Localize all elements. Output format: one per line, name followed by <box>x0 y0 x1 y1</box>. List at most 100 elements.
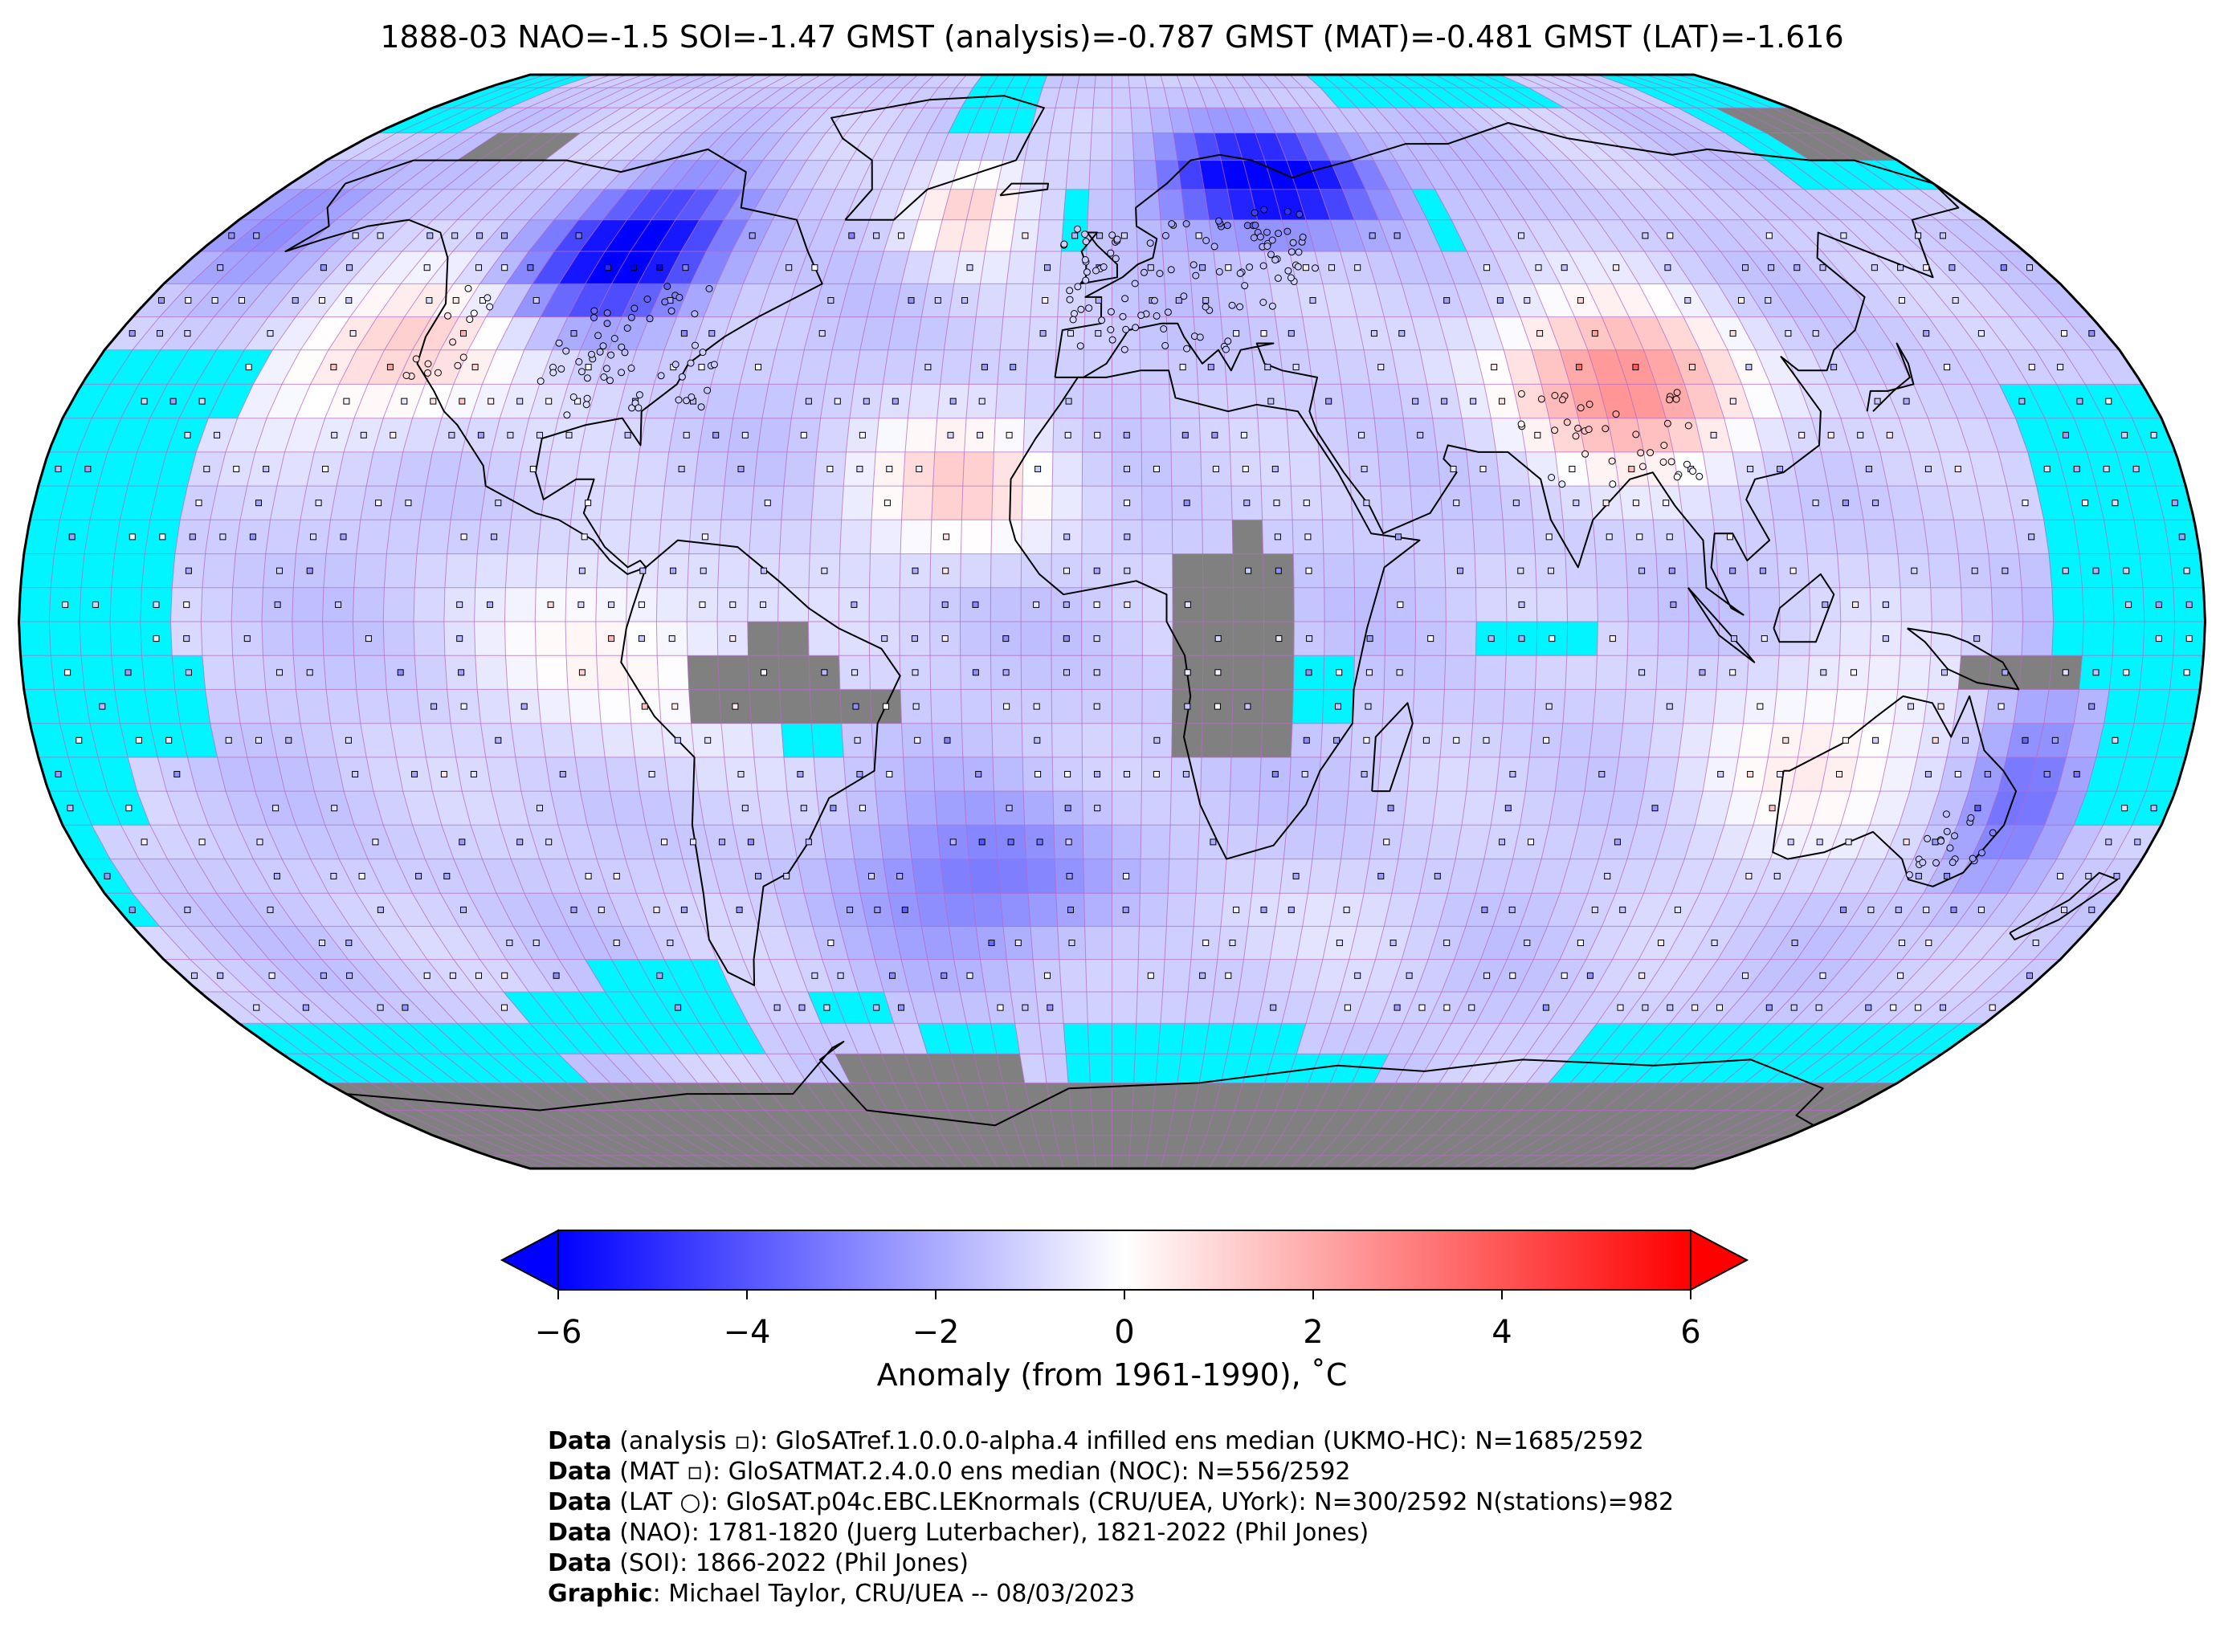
ocean-obs-marker <box>729 601 737 608</box>
ocean-obs-marker <box>638 601 645 608</box>
ocean-obs-marker <box>470 771 477 777</box>
grid-cell <box>386 519 422 554</box>
ocean-obs-marker <box>565 431 573 438</box>
grid-cell <box>1112 825 1142 859</box>
ocean-obs-marker <box>613 872 620 879</box>
ocean-obs-marker <box>1518 601 1525 608</box>
ocean-obs-marker <box>1518 232 1524 239</box>
grid-cell <box>1140 825 1171 859</box>
land-station-marker <box>1673 473 1681 481</box>
ocean-obs-marker <box>1790 1004 1798 1011</box>
ocean-obs-marker <box>104 872 111 879</box>
grid-cell <box>1141 790 1172 826</box>
grid-cell <box>808 621 840 656</box>
ocean-obs-marker <box>1793 264 1801 271</box>
grid-cell <box>929 655 961 690</box>
grid-cell <box>1020 655 1052 690</box>
grid-cell <box>813 757 847 792</box>
land-station-marker <box>444 312 451 320</box>
land-station-marker <box>1223 222 1231 230</box>
grid-cell <box>414 655 447 690</box>
ocean-obs-marker <box>273 872 280 879</box>
grid-cell <box>908 384 941 419</box>
ocean-obs-marker <box>1954 466 1961 472</box>
ocean-obs-marker <box>700 567 707 574</box>
grid-cell <box>1081 723 1112 758</box>
land-station-marker <box>657 372 665 380</box>
ocean-obs-marker <box>458 669 465 676</box>
land-station-marker <box>1609 480 1617 488</box>
land-station-marker <box>1250 234 1258 242</box>
grid-cell <box>656 587 688 622</box>
ocean-obs-marker <box>675 1004 682 1011</box>
grid-cell <box>1809 621 1842 656</box>
ocean-obs-marker <box>1245 567 1252 574</box>
ocean-obs-marker <box>1333 736 1341 744</box>
grid-cell <box>1983 519 2019 554</box>
land-station-marker <box>621 349 629 357</box>
ocean-obs-marker <box>1124 771 1130 777</box>
grid-cell <box>261 621 294 656</box>
grid-cell <box>1071 1110 1094 1136</box>
grid-cell <box>944 316 977 351</box>
grid-cell <box>783 451 818 487</box>
ocean-obs-marker <box>55 466 62 472</box>
land-station-marker <box>691 310 699 318</box>
grid-cell <box>80 655 116 690</box>
grid-cell <box>869 553 901 589</box>
ocean-obs-marker <box>527 264 534 271</box>
ocean-obs-marker <box>451 232 459 239</box>
ocean-obs-marker <box>1731 635 1737 642</box>
ocean-obs-marker <box>1304 533 1312 540</box>
ocean-obs-marker <box>129 330 136 337</box>
ocean-obs-marker <box>1759 567 1766 574</box>
ocean-obs-marker <box>1022 232 1029 239</box>
land-station-marker <box>1164 308 1172 316</box>
grid-cell <box>475 553 508 589</box>
grid-cell <box>1128 88 1150 108</box>
grid-cell <box>1595 655 1628 690</box>
grid-cell <box>2051 621 2084 656</box>
ocean-obs-marker <box>1183 500 1190 507</box>
ocean-obs-marker <box>1857 431 1864 438</box>
ocean-obs-marker <box>1363 736 1370 744</box>
grid-cell <box>20 655 55 690</box>
grid-cell <box>1141 655 1173 690</box>
grid-cell <box>810 485 844 520</box>
grid-cell <box>992 451 1024 487</box>
ocean-obs-marker <box>881 635 888 642</box>
grid-cell <box>1202 587 1234 622</box>
grid-cell <box>574 451 610 487</box>
grid-cell <box>1928 553 1961 589</box>
grid-cell <box>18 621 51 656</box>
ocean-obs-marker <box>1577 297 1584 304</box>
grid-cell <box>1472 689 1506 724</box>
ocean-obs-marker <box>1377 364 1385 371</box>
grid-cell <box>1833 519 1868 554</box>
grid-cell <box>600 485 635 520</box>
land-station-marker <box>1924 834 1932 842</box>
grid-cell <box>971 316 1004 351</box>
ocean-obs-marker <box>1842 500 1849 507</box>
ocean-obs-marker <box>1636 533 1643 540</box>
ocean-obs-marker <box>157 330 163 337</box>
grid-cell <box>1257 418 1290 453</box>
ocean-obs-marker <box>1747 771 1754 777</box>
grid-cell <box>114 689 151 724</box>
ocean-obs-marker <box>1874 398 1881 405</box>
ocean-obs-marker <box>1524 940 1531 946</box>
land-station-marker <box>1696 472 1704 480</box>
ocean-obs-marker <box>553 972 560 979</box>
ocean-obs-marker <box>680 330 688 337</box>
ocean-obs-marker <box>547 601 554 608</box>
land-station-marker <box>1120 345 1128 353</box>
ocean-obs-marker <box>680 906 688 913</box>
land-station-marker <box>1251 209 1259 217</box>
ocean-obs-marker <box>1487 635 1495 642</box>
ocean-obs-marker <box>851 601 858 608</box>
ocean-obs-marker <box>2061 906 2067 913</box>
ocean-obs-marker <box>1361 466 1368 472</box>
grid-cell <box>1867 655 1901 690</box>
ocean-obs-marker <box>1034 736 1041 744</box>
ocean-obs-marker <box>501 232 508 239</box>
